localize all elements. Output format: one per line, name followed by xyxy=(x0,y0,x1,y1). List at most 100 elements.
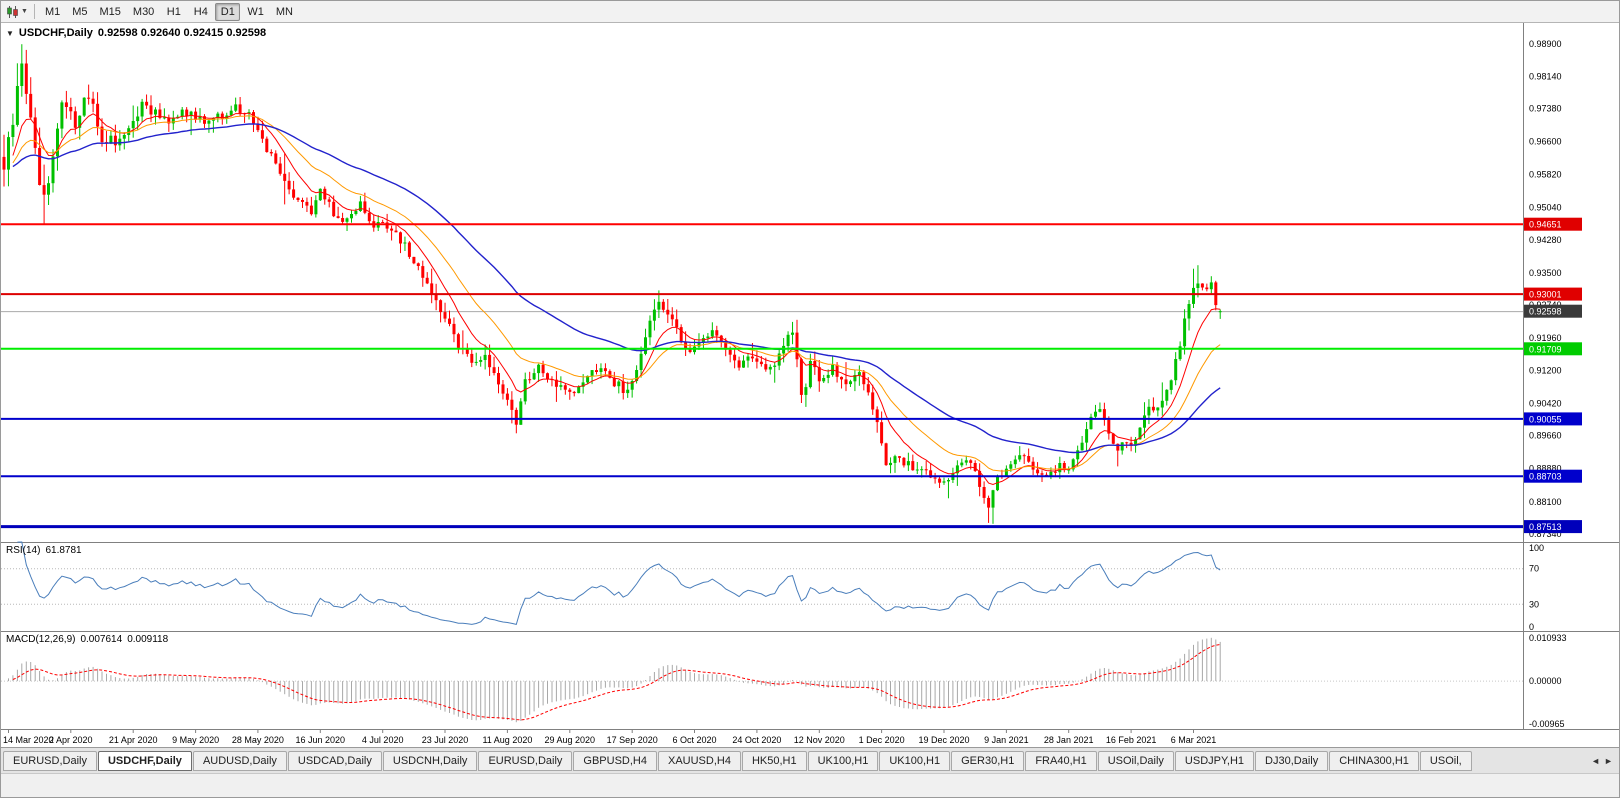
timeframe-h1-button[interactable]: H1 xyxy=(166,5,181,18)
svg-text:30: 30 xyxy=(1529,599,1539,609)
svg-text:0.98900: 0.98900 xyxy=(1529,39,1562,49)
tab-13-usoil-daily[interactable]: USOil,Daily xyxy=(1097,750,1174,771)
ma-9-line xyxy=(12,112,1221,486)
price-tag-0.91709 xyxy=(1524,342,1582,356)
svg-text:0.89660: 0.89660 xyxy=(1529,431,1562,441)
svg-text:28 Jan 2021: 28 Jan 2021 xyxy=(1044,735,1094,745)
macd-signal-line xyxy=(12,644,1221,721)
svg-text:9 May 2020: 9 May 2020 xyxy=(172,735,219,745)
svg-text:12 Nov 2020: 12 Nov 2020 xyxy=(794,735,845,745)
toolbar-separator xyxy=(33,4,35,19)
svg-text:6 Mar 2021: 6 Mar 2021 xyxy=(1171,735,1217,745)
tab-4-usdcnh-daily[interactable]: USDCNH,Daily xyxy=(382,750,478,771)
svg-text:0.95820: 0.95820 xyxy=(1529,170,1562,180)
svg-text:100: 100 xyxy=(1529,543,1544,553)
chart-canvas[interactable]: 0.98900 0.98140 0.97380 0.96600 0.95820 0.950… xyxy=(1,23,1620,747)
timeframe-w1-button[interactable]: W1 xyxy=(247,5,264,18)
tab-16-china300-h1[interactable]: CHINA300,H1 xyxy=(1329,750,1419,771)
svg-text:0.00000: 0.00000 xyxy=(1529,676,1562,686)
timeframe-m15-button[interactable]: M15 xyxy=(99,5,121,18)
tab-11-ger30-h1[interactable]: GER30,H1 xyxy=(951,750,1025,771)
svg-text:14 Mar 2020: 14 Mar 2020 xyxy=(3,735,54,745)
macd-histogram xyxy=(8,637,1221,723)
svg-text:0.95040: 0.95040 xyxy=(1529,203,1562,213)
price-tag-0.94651 xyxy=(1524,217,1582,231)
tab-10-uk100-h1[interactable]: UK100,H1 xyxy=(879,750,951,771)
svg-text:23 Jul 2020: 23 Jul 2020 xyxy=(422,735,469,745)
tabs-scroll-left-icon[interactable]: ◄ xyxy=(1591,755,1600,766)
tab-8-hk50-h1[interactable]: HK50,H1 xyxy=(741,750,807,771)
candles-layer[interactable] xyxy=(2,44,1222,524)
svg-text:0.94280: 0.94280 xyxy=(1529,235,1562,245)
svg-text:16 Feb 2021: 16 Feb 2021 xyxy=(1106,735,1157,745)
tab-14-usdjpy-h1[interactable]: USDJPY,H1 xyxy=(1174,750,1255,771)
svg-text:24 Oct 2020: 24 Oct 2020 xyxy=(732,735,781,745)
svg-text:0.91960: 0.91960 xyxy=(1529,333,1562,343)
ma-21-line xyxy=(12,115,1221,472)
tab-1-usdchf-daily[interactable]: USDCHF,Daily xyxy=(97,750,192,771)
svg-text:0.98140: 0.98140 xyxy=(1529,71,1562,81)
svg-text:0.92598: 0.92598 xyxy=(1529,307,1562,317)
timeframe-m1-button[interactable]: M1 xyxy=(44,5,61,18)
svg-text:2 Apr 2020: 2 Apr 2020 xyxy=(49,735,93,745)
svg-text:0.87513: 0.87513 xyxy=(1529,522,1562,532)
svg-text:28 May 2020: 28 May 2020 xyxy=(232,735,284,745)
svg-text:0.010933: 0.010933 xyxy=(1529,633,1567,643)
svg-text:0.90420: 0.90420 xyxy=(1529,398,1562,408)
svg-text:-0.00965: -0.00965 xyxy=(1529,719,1565,729)
toolbar: ▼ M1 M5 M15 M30 H1 H4 D1 W1 MN xyxy=(1,1,1619,23)
timeframe-m30-button[interactable]: M30 xyxy=(132,5,155,18)
tab-6-gbpusd-h4[interactable]: GBPUSD,H4 xyxy=(573,750,657,771)
tab-2-audusd-daily[interactable]: AUDUSD,Daily xyxy=(192,750,287,771)
ma-50-line xyxy=(12,123,1221,454)
svg-text:0.96600: 0.96600 xyxy=(1529,137,1562,147)
tab-12-fra40-h1[interactable]: FRA40,H1 xyxy=(1025,750,1097,771)
svg-text:0: 0 xyxy=(1529,622,1534,632)
svg-text:21 Apr 2020: 21 Apr 2020 xyxy=(109,735,158,745)
timeframe-h4-button[interactable]: H4 xyxy=(193,5,208,18)
svg-text:4 Jul 2020: 4 Jul 2020 xyxy=(362,735,404,745)
price-tag-0.92598 xyxy=(1524,304,1582,318)
svg-text:0.88100: 0.88100 xyxy=(1529,497,1562,507)
svg-text:6 Oct 2020: 6 Oct 2020 xyxy=(672,735,716,745)
svg-text:0.90055: 0.90055 xyxy=(1529,414,1562,424)
svg-text:0.94651: 0.94651 xyxy=(1529,220,1562,230)
status-strip xyxy=(1,773,1619,797)
svg-text:0.93001: 0.93001 xyxy=(1529,290,1562,300)
timeframe-mn-button[interactable]: MN xyxy=(275,5,293,18)
svg-text:11 Aug 2020: 11 Aug 2020 xyxy=(482,735,532,745)
tab-15-dj30-daily[interactable]: DJ30,Daily xyxy=(1255,750,1329,771)
tab-9-uk100-h1[interactable]: UK100,H1 xyxy=(807,750,879,771)
price-tag-0.87513 xyxy=(1524,520,1582,534)
tab-5-eurusd-daily[interactable]: EURUSD,Daily xyxy=(478,750,573,771)
svg-text:19 Dec 2020: 19 Dec 2020 xyxy=(918,735,969,745)
tab-0-eurusd-daily[interactable]: EURUSD,Daily xyxy=(3,750,97,771)
price-tag-0.93001 xyxy=(1524,287,1582,301)
tabs-scroll-right-icon[interactable]: ► xyxy=(1604,755,1613,766)
svg-text:0.93500: 0.93500 xyxy=(1529,268,1562,278)
timeframe-buttons: M1 M5 M15 M30 H1 H4 D1 W1 MN xyxy=(40,2,298,21)
tab-7-xauusd-h4[interactable]: XAUUSD,H4 xyxy=(657,750,741,771)
timeframe-d1-button[interactable]: D1 xyxy=(215,2,241,21)
chart-type-dropdown-icon[interactable]: ▼ xyxy=(21,8,28,15)
rsi-line xyxy=(17,541,1221,625)
svg-text:0.91200: 0.91200 xyxy=(1529,365,1562,375)
price-tags: 0.94651 0.93001 0.92598 0.91709 0.90055 0.887… xyxy=(1524,217,1582,534)
svg-text:0.87340: 0.87340 xyxy=(1529,529,1562,539)
symbol-tabs: EURUSD,Daily USDCHF,Daily AUDUSD,Daily USDC… xyxy=(1,747,1587,773)
price-tag-0.88703 xyxy=(1524,469,1582,483)
svg-text:0.91709: 0.91709 xyxy=(1529,344,1562,354)
svg-text:0.88703: 0.88703 xyxy=(1529,472,1562,482)
svg-text:29 Aug 2020: 29 Aug 2020 xyxy=(545,735,596,745)
svg-text:17 Sep 2020: 17 Sep 2020 xyxy=(607,735,658,745)
svg-text:70: 70 xyxy=(1529,564,1539,574)
timeframe-m5-button[interactable]: M5 xyxy=(72,5,88,18)
tab-17-usoil-[interactable]: USOil, xyxy=(1419,750,1472,771)
chart-type-icon[interactable] xyxy=(6,5,19,19)
svg-text:0.97380: 0.97380 xyxy=(1529,104,1562,114)
svg-text:1 Dec 2020: 1 Dec 2020 xyxy=(859,735,905,745)
svg-text:0.88880: 0.88880 xyxy=(1529,464,1562,474)
tab-3-usdcad-daily[interactable]: USDCAD,Daily xyxy=(287,750,382,771)
